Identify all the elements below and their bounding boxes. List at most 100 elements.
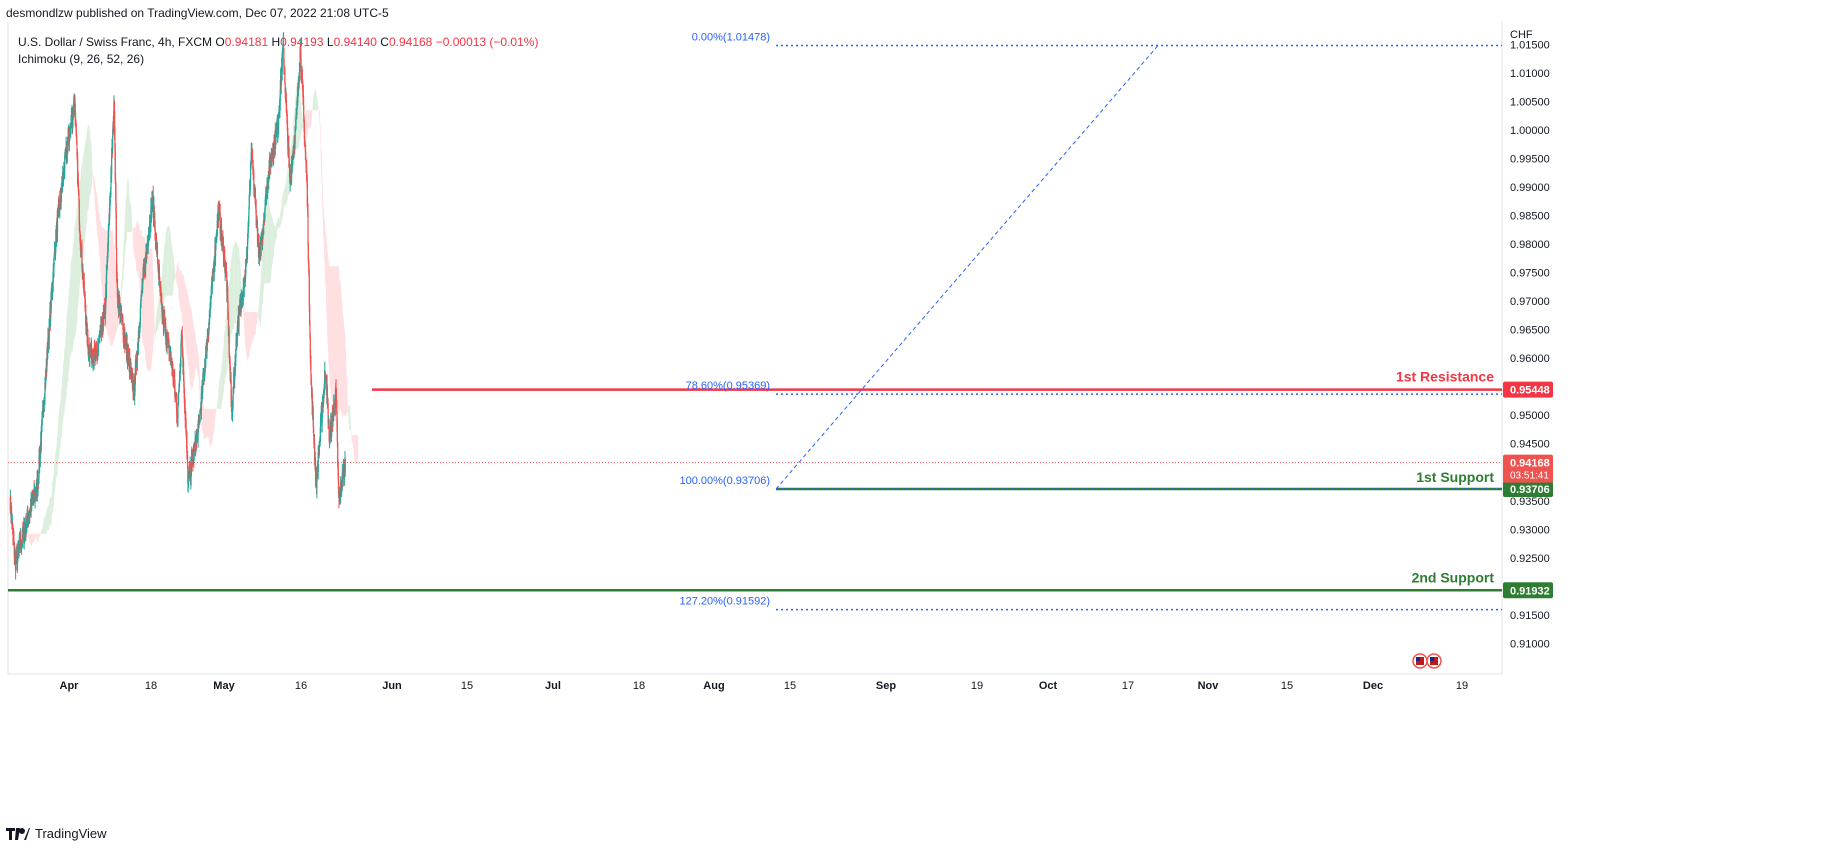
candle-body — [57, 212, 59, 215]
y-tick-label: 0.95000 — [1510, 410, 1550, 422]
candle-body — [269, 156, 271, 173]
candle-body — [340, 482, 342, 498]
candle-body — [336, 426, 338, 443]
candle-body — [175, 393, 177, 397]
low-label: L — [326, 35, 334, 49]
candle-body — [152, 194, 154, 202]
candle-body — [115, 191, 117, 212]
candle-body — [344, 458, 346, 472]
us-flag-event-icon[interactable] — [1426, 653, 1442, 669]
candle-body — [222, 244, 225, 262]
candle-body — [219, 212, 221, 232]
candle-body — [102, 313, 104, 326]
candle-body — [107, 230, 109, 246]
candle-body — [55, 226, 58, 240]
fib-trend-line[interactable] — [775, 45, 1159, 490]
candle-body — [287, 133, 289, 150]
x-tick-label: 19 — [971, 680, 983, 692]
candle-body — [320, 414, 322, 421]
candle-body — [259, 251, 261, 261]
candle-body — [184, 407, 186, 420]
candle-body — [88, 346, 90, 355]
candle-body — [101, 318, 103, 329]
candle-body — [139, 308, 141, 323]
candle-body — [306, 182, 308, 207]
candle-body — [115, 211, 117, 249]
us-flag-event-icon[interactable] — [1412, 653, 1428, 669]
x-tick-label: Jul — [545, 680, 561, 692]
candle-body — [41, 413, 43, 419]
open-value: 0.94181 — [224, 35, 269, 49]
candle-body — [304, 138, 306, 141]
candle-body — [180, 344, 182, 360]
candle-body — [302, 82, 304, 91]
resistance-badge-text: 0.95448 — [1510, 385, 1550, 397]
x-tick-label: Aug — [703, 680, 724, 692]
indicator-legend[interactable]: Ichimoku (9, 26, 52, 26) — [18, 52, 145, 66]
candle-body — [186, 453, 189, 465]
candle-body — [213, 263, 215, 273]
candle-body — [97, 348, 99, 352]
candle-body — [78, 200, 80, 225]
candle-body — [78, 195, 80, 201]
candle-body — [82, 272, 84, 285]
candle-body — [305, 151, 307, 159]
candle-body — [25, 517, 27, 532]
candle-body — [62, 170, 65, 180]
publisher-credit: desmondlzw published on TradingView.com,… — [6, 6, 389, 20]
candle-body — [140, 296, 142, 308]
y-tick-label: 0.96500 — [1510, 325, 1550, 337]
candle-body — [333, 403, 335, 409]
candle-body — [48, 319, 50, 341]
candle-body — [116, 288, 119, 300]
candle-body — [312, 412, 314, 427]
candle-body — [248, 195, 250, 209]
candle-body — [283, 65, 285, 68]
y-tick-label: 0.94500 — [1510, 439, 1550, 451]
fib-level-label: 127.20%(0.91592) — [679, 596, 770, 608]
candle-body — [160, 294, 162, 300]
candle-body — [76, 134, 78, 144]
candle-body — [331, 415, 333, 432]
candles — [9, 32, 346, 580]
candle-body — [77, 158, 79, 184]
candle-body — [115, 248, 118, 272]
candle-body — [200, 392, 202, 412]
candle-body — [169, 348, 171, 353]
candle-body — [299, 67, 301, 73]
candle-body — [114, 150, 116, 181]
candle-body — [291, 158, 293, 172]
candle-body — [16, 550, 18, 552]
candle-body — [307, 244, 309, 260]
close-value: 0.94168 — [388, 35, 433, 49]
candle-body — [247, 237, 249, 250]
candle-body — [283, 48, 285, 66]
candle-body — [114, 131, 116, 151]
candle-body — [309, 337, 311, 358]
candle-body — [42, 407, 44, 412]
candle-body — [100, 330, 103, 334]
candle-body — [210, 296, 212, 304]
candle-body — [245, 263, 247, 265]
candle-body — [87, 334, 89, 347]
candle-body — [251, 153, 254, 163]
candle-body — [142, 281, 144, 289]
candle-body — [53, 259, 55, 277]
x-tick-label: Oct — [1039, 680, 1058, 692]
candle-body — [113, 119, 115, 131]
x-tick-label: Nov — [1198, 680, 1220, 692]
x-tick-label: Apr — [60, 680, 80, 692]
candle-body — [21, 540, 23, 545]
level-lines: 1st Resistance 1st Support 2nd Support 0.00… — [8, 32, 1502, 611]
candle-body — [284, 83, 286, 93]
symbol-legend[interactable]: U.S. Dollar / Swiss Franc, 4h, FXCM O0.9… — [18, 35, 538, 49]
candle-body — [69, 126, 71, 139]
candle-body — [170, 351, 172, 358]
candle-body — [220, 223, 223, 236]
candle-body — [45, 371, 47, 386]
candle-body — [79, 224, 81, 232]
candle-body — [329, 428, 331, 439]
candle-body — [238, 308, 240, 328]
candle-body — [328, 419, 330, 440]
